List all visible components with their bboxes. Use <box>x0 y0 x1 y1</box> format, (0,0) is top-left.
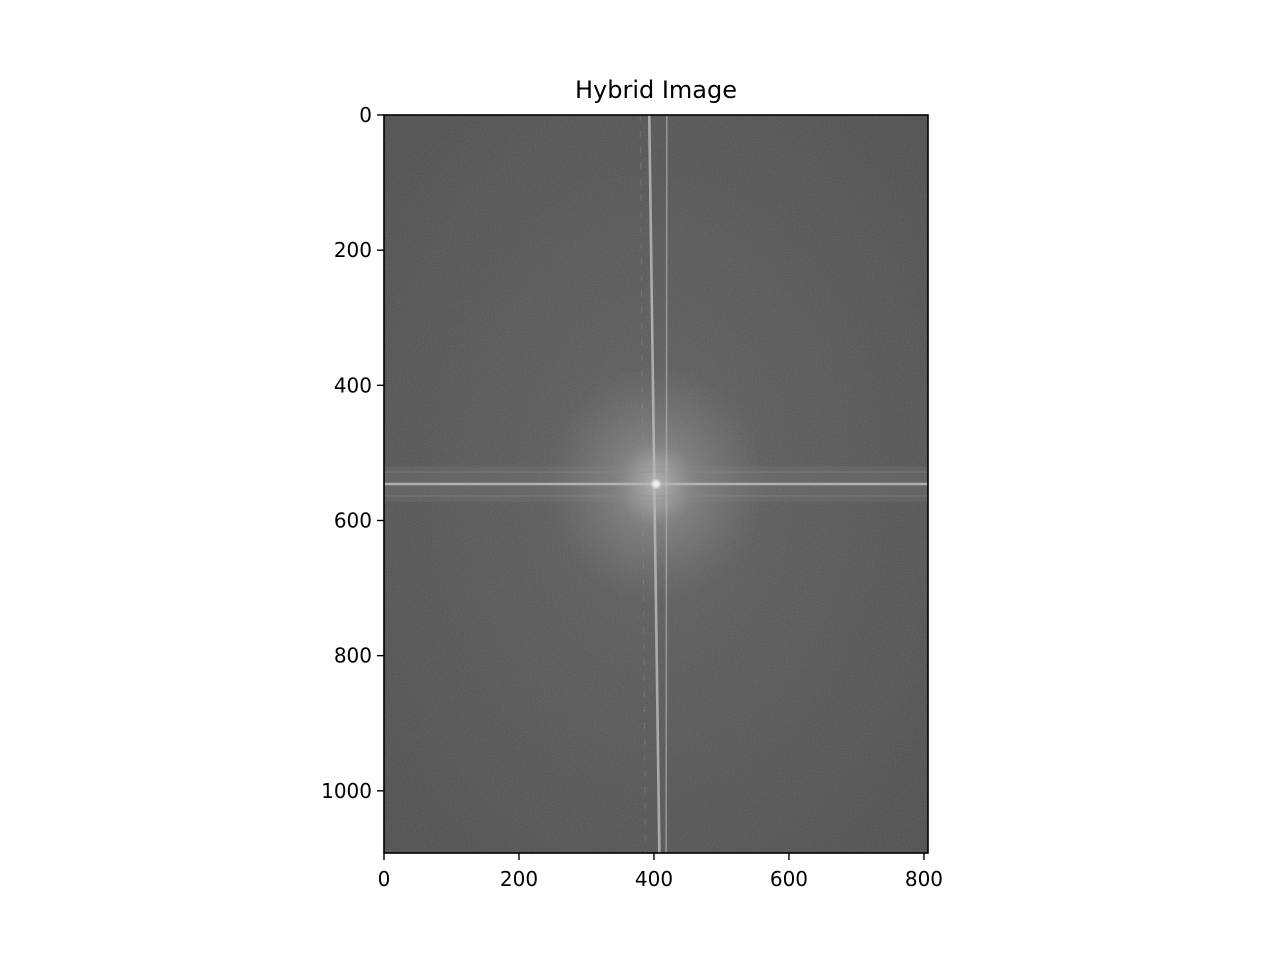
plot-area <box>384 115 928 853</box>
y-tick-label: 200 <box>334 238 372 262</box>
spectrum-center-peak <box>652 480 660 488</box>
y-tick-label: 1000 <box>321 779 372 803</box>
y-tick-label: 400 <box>334 373 372 397</box>
vertical-streak-faint <box>639 115 646 853</box>
x-axis: 0 200 400 600 800 <box>378 853 943 891</box>
axes-frame <box>383 114 929 854</box>
y-tick-label: 600 <box>334 508 372 532</box>
x-tick-label: 800 <box>905 867 943 891</box>
y-tick-label: 800 <box>334 644 372 668</box>
y-tick-label: 0 <box>359 103 372 127</box>
y-axis: 0 200 400 600 800 1000 <box>321 103 384 803</box>
x-tick-label: 400 <box>635 867 673 891</box>
x-tick-label: 0 <box>378 867 391 891</box>
x-tick-label: 600 <box>770 867 808 891</box>
x-tick-label: 200 <box>500 867 538 891</box>
chart-title: Hybrid Image <box>575 76 737 104</box>
vertical-streak <box>665 115 668 853</box>
